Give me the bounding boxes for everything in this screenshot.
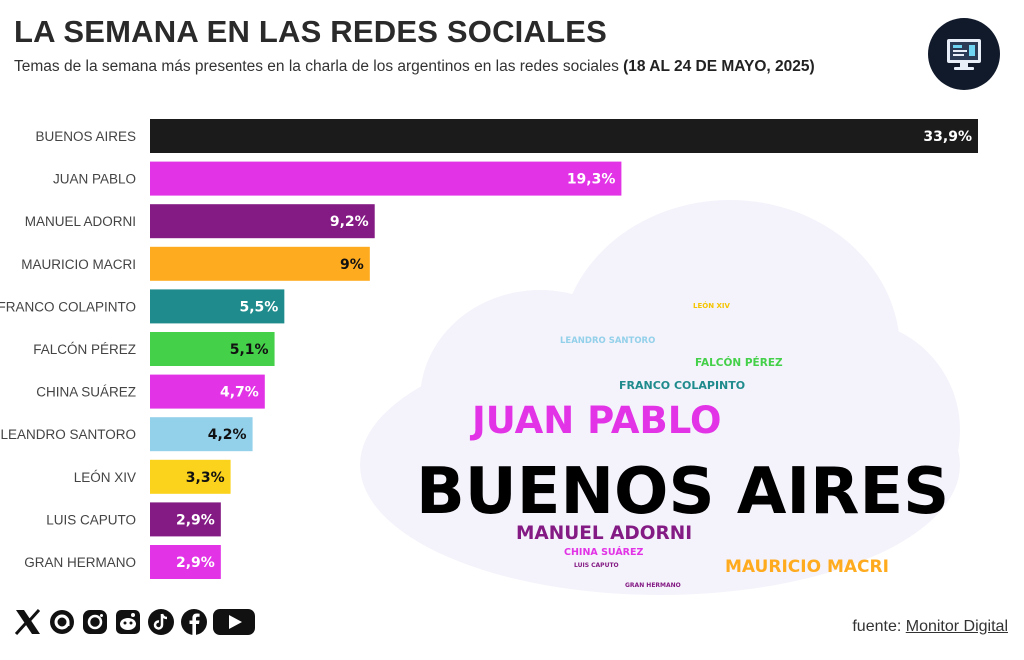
- value-label: 4,7%: [220, 385, 259, 401]
- instagram-icon[interactable]: [80, 606, 110, 643]
- computer-screen-icon: [928, 18, 1000, 90]
- page-title: LA SEMANA EN LAS REDES SOCIALES: [14, 14, 607, 49]
- category-label: CHINA SUÁREZ: [36, 385, 136, 400]
- value-label: 9,2%: [330, 214, 369, 230]
- category-label: MAURICIO MACRI: [21, 257, 136, 272]
- category-label: LEANDRO SANTORO: [0, 427, 136, 442]
- word-cloud-background: [360, 200, 960, 595]
- cloud-word: FALCÓN PÉREZ: [695, 357, 783, 369]
- bar: [150, 289, 285, 324]
- value-label: 2,9%: [176, 512, 215, 528]
- value-label: 33,9%: [923, 129, 972, 145]
- bar: [150, 204, 375, 239]
- tiktok-icon[interactable]: [146, 606, 176, 643]
- threads-icon[interactable]: [47, 606, 77, 643]
- x-icon[interactable]: [12, 606, 44, 643]
- bar-chart: BUENOS AIRES 33,9% JUAN PABLO 19,3% MANUEL A…: [0, 119, 978, 579]
- cloud-word: GRAN HERMANO: [625, 582, 681, 589]
- facebook-icon[interactable]: [179, 606, 209, 643]
- bar: [150, 502, 221, 537]
- bar: [150, 332, 275, 366]
- youtube-icon[interactable]: [212, 606, 256, 643]
- cloud-word: MAURICIO MACRI: [725, 557, 889, 577]
- category-label: GRAN HERMANO: [24, 555, 136, 570]
- category-label: BUENOS AIRES: [35, 129, 136, 144]
- cloud-word: LUIS CAPUTO: [574, 562, 619, 569]
- bar: [150, 161, 622, 196]
- source-credit: fuente: Monitor Digital: [852, 618, 1008, 636]
- value-label: 5,5%: [240, 299, 279, 315]
- bar: [150, 246, 370, 281]
- subtitle-dates: (18 AL 24 DE MAYO, 2025): [623, 58, 815, 75]
- bar: [150, 545, 221, 579]
- page-subtitle: Temas de la semana más presentes en la c…: [14, 58, 815, 76]
- cloud-word: LEANDRO SANTORO: [560, 336, 656, 346]
- category-label: JUAN PABLO: [53, 172, 136, 187]
- cloud-word: LEÓN XIV: [693, 302, 730, 310]
- bar: [150, 374, 265, 409]
- value-label: 5,1%: [230, 342, 269, 358]
- bar: [150, 459, 231, 494]
- category-label: MANUEL ADORNI: [25, 214, 136, 229]
- cloud-word: JUAN PABLO: [472, 399, 722, 442]
- cloud-word: BUENOS AIRES: [416, 455, 950, 529]
- category-label: FRANCO COLAPINTO: [0, 299, 136, 314]
- value-label: 19,3%: [567, 172, 616, 188]
- bar: [150, 119, 978, 153]
- subtitle-text: Temas de la semana más presentes en la c…: [14, 58, 624, 75]
- bar: [150, 417, 253, 452]
- category-label: LUIS CAPUTO: [46, 512, 136, 527]
- category-label: LEÓN XIV: [74, 470, 136, 485]
- value-label: 2,9%: [176, 555, 215, 571]
- cloud-word: MANUEL ADORNI: [516, 523, 693, 544]
- source-link[interactable]: Monitor Digital: [905, 618, 1008, 635]
- reddit-icon[interactable]: [113, 606, 143, 643]
- value-label: 4,2%: [208, 427, 247, 443]
- value-label: 3,3%: [186, 470, 225, 486]
- source-prefix: fuente:: [852, 618, 906, 635]
- social-icons: [12, 606, 256, 642]
- category-label: FALCÓN PÉREZ: [33, 342, 136, 357]
- value-label: 9%: [340, 257, 364, 273]
- cloud-word: FRANCO COLAPINTO: [619, 379, 746, 392]
- cloud-word: CHINA SUÁREZ: [564, 547, 644, 558]
